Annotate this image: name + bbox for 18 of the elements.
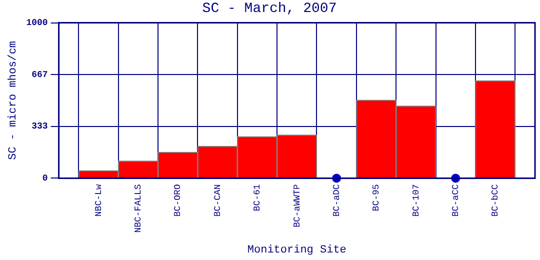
x-tick-label: BC-61 bbox=[252, 184, 263, 212]
chart-title: SC - March, 2007 bbox=[202, 1, 337, 18]
x-tick-label: NBC-Lw bbox=[94, 184, 104, 217]
x-tick-label: BC-95 bbox=[372, 184, 382, 212]
x-tick-label: BC-aWWTP bbox=[292, 184, 302, 228]
x-tick-label: BC-107 bbox=[411, 184, 422, 217]
x-tick-label: BC-bCC bbox=[490, 184, 501, 217]
x-tick-label: BC-CAN bbox=[212, 184, 223, 217]
y-axis-title: SC - micro mhos/cm bbox=[8, 40, 20, 160]
x-tick-label: NBC-FALLS bbox=[134, 184, 144, 233]
x-tick-label: BC-aCC bbox=[451, 184, 462, 217]
y-tick-label: 1000 bbox=[26, 18, 48, 28]
x-tick-label: BC-aDC bbox=[332, 184, 342, 217]
y-tick-label: 0 bbox=[42, 173, 48, 184]
y-tick-label: 333 bbox=[32, 122, 48, 132]
x-tick-label: BC-ORO bbox=[173, 184, 184, 217]
x-axis-title: Monitoring Site bbox=[247, 244, 346, 256]
y-tick-label: 667 bbox=[32, 70, 48, 80]
